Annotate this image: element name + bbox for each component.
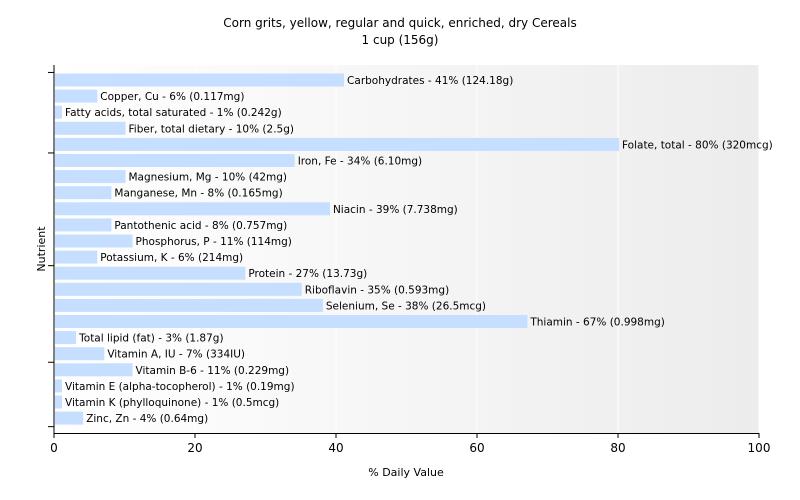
bar (55, 315, 528, 328)
bar (55, 379, 63, 393)
bar-label: Niacin - 39% (7.738mg) (333, 204, 458, 216)
chart-title: Corn grits, yellow, regular and quick, e… (223, 16, 576, 30)
bar (55, 331, 77, 345)
bar (55, 73, 345, 87)
bar-label: Vitamin E (alpha-tocopherol) - 1% (0.19m… (65, 381, 294, 393)
bar (55, 282, 302, 296)
bar-label: Phosphorus, P - 11% (114mg) (136, 236, 292, 248)
bar (55, 363, 133, 377)
bar (55, 411, 84, 425)
bar-label: Total lipid (fat) - 3% (1.87g) (78, 333, 223, 345)
bar-label: Pantothenic acid - 8% (0.757mg) (114, 220, 287, 232)
bar-label: Fiber, total dietary - 10% (2.5g) (129, 123, 294, 135)
bar-label: Vitamin B-6 - 11% (0.229mg) (136, 365, 290, 377)
bar-label: Fatty acids, total saturated - 1% (0.242… (65, 107, 282, 119)
chart-subtitle: 1 cup (156g) (362, 33, 439, 47)
bar (55, 218, 112, 232)
bars: Carbohydrates - 41% (124.18g) Copper, Cu … (55, 73, 773, 425)
bar (55, 170, 126, 184)
bar (55, 121, 126, 135)
y-axis-label: Nutrient (35, 226, 48, 272)
bar-label: Iron, Fe - 34% (6.10mg) (298, 156, 422, 168)
bar (55, 395, 63, 409)
x-tick-label: 40 (328, 441, 343, 455)
x-tick-labels: 0 20 40 60 80 100 (50, 433, 770, 455)
x-axis-label: % Daily Value (368, 466, 444, 479)
bar-label: Thiamin - 67% (0.998mg) (529, 317, 665, 329)
bar (55, 186, 112, 200)
bar (55, 347, 105, 361)
x-tick-label: 20 (187, 441, 202, 455)
bar-label: Manganese, Mn - 8% (0.165mg) (114, 188, 282, 200)
bar-label: Selenium, Se - 38% (26.5mcg) (326, 300, 486, 312)
bar-label: Magnesium, Mg - 10% (42mg) (129, 172, 288, 184)
bar-label: Vitamin K (phylloquinone) - 1% (0.5mcg) (65, 397, 279, 409)
bar-label: Zinc, Zn - 4% (0.64mg) (86, 413, 208, 425)
bar (55, 250, 98, 264)
bar-label: Folate, total - 80% (320mcg) (622, 139, 773, 151)
bar (55, 234, 133, 248)
bar-label: Potassium, K - 6% (214mg) (100, 252, 243, 264)
plot-area (54, 65, 759, 433)
x-tick-label: 80 (610, 441, 625, 455)
bar (55, 154, 295, 167)
bar (55, 137, 619, 151)
bar-label: Copper, Cu - 6% (0.117mg) (100, 91, 244, 103)
bar-label: Carbohydrates - 41% (124.18g) (347, 75, 513, 87)
axes (48, 65, 759, 434)
bar-label: Riboflavin - 35% (0.593mg) (305, 284, 449, 296)
gridlines (194, 65, 760, 433)
bar (55, 298, 323, 312)
x-tick-label: 0 (50, 441, 58, 455)
bar (55, 202, 330, 216)
bar (55, 105, 63, 119)
x-tick-label: 60 (469, 441, 484, 455)
bar (55, 89, 98, 103)
bar-label: Vitamin A, IU - 7% (334IU) (107, 349, 245, 361)
x-tick-label: 100 (748, 441, 771, 455)
bar-label: Protein - 27% (13.73g) (248, 268, 367, 280)
bar (55, 266, 246, 280)
